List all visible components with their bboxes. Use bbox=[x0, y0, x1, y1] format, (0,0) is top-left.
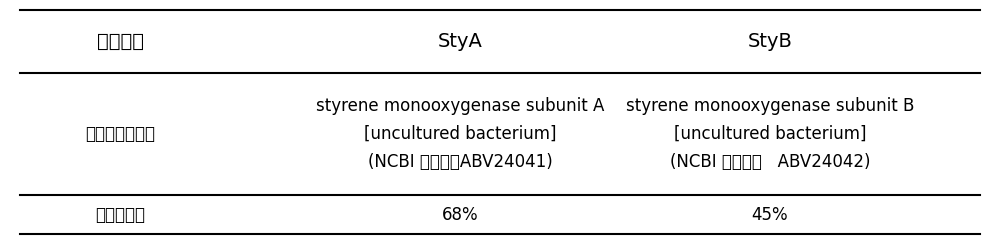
Text: StyB: StyB bbox=[748, 32, 792, 51]
Text: styrene monooxygenase subunit A
[uncultured bacterium]
(NCBI 登录号：ABV24041): styrene monooxygenase subunit A [uncultu… bbox=[316, 97, 604, 171]
Text: 68%: 68% bbox=[442, 206, 478, 224]
Text: StyA: StyA bbox=[438, 32, 482, 51]
Text: 蛋白名称: 蛋白名称 bbox=[96, 32, 144, 51]
Text: 最高相似度: 最高相似度 bbox=[95, 206, 145, 224]
Text: 相似度最高序列: 相似度最高序列 bbox=[85, 125, 155, 143]
Text: styrene monooxygenase subunit B
[uncultured bacterium]
(NCBI 登录号：   ABV24042): styrene monooxygenase subunit B [uncultu… bbox=[626, 97, 914, 171]
Text: 45%: 45% bbox=[752, 206, 788, 224]
